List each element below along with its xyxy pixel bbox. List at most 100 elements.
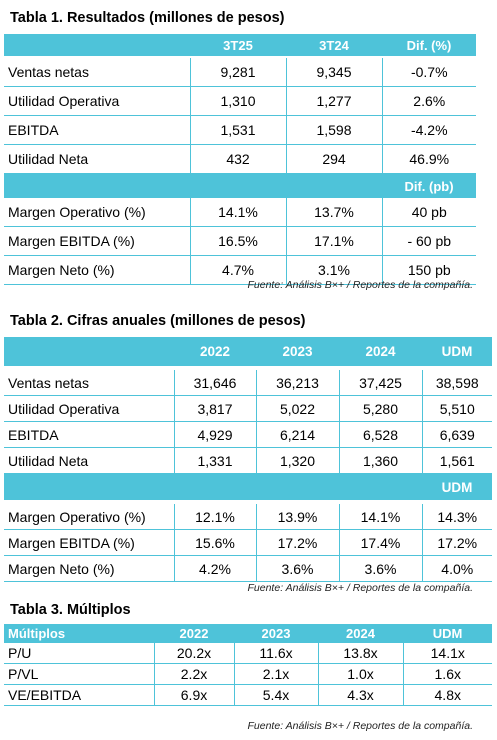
cell: - 60 pb	[381, 226, 476, 256]
cell: 4.8x	[402, 684, 492, 706]
row-label: Margen Operativo (%)	[4, 504, 174, 530]
header-cell: 2022	[174, 337, 256, 366]
header-cell: 2024	[339, 337, 422, 366]
table-row: EBITDA 4,929 6,214 6,528 6,639	[4, 421, 492, 448]
table-row: Margen Operativo (%) 14.1% 13.7% 40 pb	[4, 198, 476, 227]
row-label: EBITDA	[4, 421, 174, 448]
cell: 16.5%	[189, 226, 286, 256]
cell: 31,646	[173, 370, 256, 396]
row-label: Utilidad Neta	[4, 447, 174, 474]
cell: 40 pb	[381, 198, 476, 227]
cell: 3,817	[173, 395, 256, 422]
row-label: Utilidad Operativa	[4, 86, 190, 116]
results-table: 3T25 3T24 Dif. (%) Ventas netas 9,281 9,…	[4, 34, 476, 285]
cell: 9,345	[285, 58, 382, 87]
row-label: P/VL	[4, 663, 154, 685]
cell: 432	[189, 144, 286, 174]
cell: 5,280	[338, 395, 422, 422]
cell: 14.1x	[402, 643, 492, 664]
cell: 14.3%	[421, 504, 492, 530]
subheader-cell: Dif. (pb)	[382, 173, 476, 198]
subheader-row: Dif. (pb)	[4, 173, 476, 198]
cell: 9,281	[189, 58, 286, 87]
cell: 38,598	[421, 370, 492, 396]
cell: 17.2%	[255, 529, 339, 556]
row-label: Ventas netas	[4, 370, 174, 396]
header-cell: 2022	[154, 624, 234, 643]
cell: 2.6%	[381, 86, 476, 116]
cell: 11.6x	[233, 643, 318, 664]
table-row: P/U 20.2x 11.6x 13.8x 14.1x	[4, 643, 492, 664]
table-row: VE/EBITDA 6.9x 5.4x 4.3x 4.8x	[4, 684, 492, 706]
table-row: Margen EBITDA (%) 16.5% 17.1% - 60 pb	[4, 226, 476, 256]
header-cell	[4, 337, 174, 366]
table-header-row: Múltiplos 2022 2023 2024 UDM	[4, 624, 492, 643]
row-label: P/U	[4, 643, 154, 664]
header-cell: 2023	[256, 337, 339, 366]
cell: 37,425	[338, 370, 422, 396]
cell: 17.4%	[338, 529, 422, 556]
table2-title: Tabla 2. Cifras anuales (millones de pes…	[10, 313, 306, 329]
header-cell	[4, 34, 190, 56]
cell: 6,214	[255, 421, 339, 448]
cell: 14.1%	[189, 198, 286, 227]
subheader-cell: UDM	[422, 473, 492, 500]
cell: 1,320	[255, 447, 339, 474]
cell: 36,213	[255, 370, 339, 396]
table-row: Utilidad Neta 1,331 1,320 1,360 1,561	[4, 447, 492, 474]
cell: 13.9%	[255, 504, 339, 530]
cell: 1,331	[173, 447, 256, 474]
cell: 17.1%	[285, 226, 382, 256]
header-cell: UDM	[422, 337, 492, 366]
table-row: Margen Operativo (%) 12.1% 13.9% 14.1% 1…	[4, 504, 492, 530]
row-label: Ventas netas	[4, 58, 190, 87]
row-label: Utilidad Neta	[4, 144, 190, 174]
header-cell: Múltiplos	[4, 624, 154, 643]
table-row: EBITDA 1,531 1,598 -4.2%	[4, 115, 476, 145]
cell: 17.2%	[421, 529, 492, 556]
cell: 3.1%	[285, 255, 382, 285]
cell: 13.8x	[317, 643, 403, 664]
header-cell: 3T24	[286, 34, 382, 56]
table3-title: Tabla 3. Múltiplos	[10, 602, 131, 618]
cell: 14.1%	[338, 504, 422, 530]
table-row: Ventas netas 31,646 36,213 37,425 38,598	[4, 370, 492, 396]
source-note: Fuente: Análisis B×+ / Reportes de la co…	[247, 279, 474, 291]
cell: 1,360	[338, 447, 422, 474]
table-header-row: 3T25 3T24 Dif. (%)	[4, 34, 476, 56]
table-row: Utilidad Operativa 3,817 5,022 5,280 5,5…	[4, 395, 492, 422]
table-row: Utilidad Operativa 1,310 1,277 2.6%	[4, 86, 476, 116]
table-row: Margen EBITDA (%) 15.6% 17.2% 17.4% 17.2…	[4, 529, 492, 556]
multiples-table: Múltiplos 2022 2023 2024 UDM P/U 20.2x 1…	[4, 624, 492, 706]
cell: 294	[285, 144, 382, 174]
table-row: Ventas netas 9,281 9,345 -0.7%	[4, 58, 476, 87]
cell: 4.2%	[173, 555, 256, 582]
cell: 6.9x	[153, 684, 234, 706]
cell: 15.6%	[173, 529, 256, 556]
cell: 1,277	[285, 86, 382, 116]
cell: 5,022	[255, 395, 339, 422]
cell: 3.6%	[338, 555, 422, 582]
cell: 3.6%	[255, 555, 339, 582]
cell: 20.2x	[153, 643, 234, 664]
cell: 6,639	[421, 421, 492, 448]
source-note: Fuente: Análisis B×+ / Reportes de la co…	[247, 720, 474, 732]
row-label: Margen Neto (%)	[4, 255, 190, 285]
row-label: VE/EBITDA	[4, 684, 154, 706]
cell: 4.7%	[189, 255, 286, 285]
cell: 1,531	[189, 115, 286, 145]
table1-title: Tabla 1. Resultados (millones de pesos)	[10, 10, 285, 26]
cell: -0.7%	[381, 58, 476, 87]
cell: 5,510	[421, 395, 492, 422]
header-cell: UDM	[403, 624, 492, 643]
table-row: Utilidad Neta 432 294 46.9%	[4, 144, 476, 174]
row-label: Margen Operativo (%)	[4, 198, 190, 227]
header-cell: 2023	[234, 624, 318, 643]
header-cell: 3T25	[190, 34, 286, 56]
cell: 2.2x	[153, 663, 234, 685]
row-label: Utilidad Operativa	[4, 395, 174, 422]
table-header-row: 2022 2023 2024 UDM	[4, 337, 492, 366]
cell: 1.0x	[317, 663, 403, 685]
cell: -4.2%	[381, 115, 476, 145]
row-label: Margen EBITDA (%)	[4, 226, 190, 256]
